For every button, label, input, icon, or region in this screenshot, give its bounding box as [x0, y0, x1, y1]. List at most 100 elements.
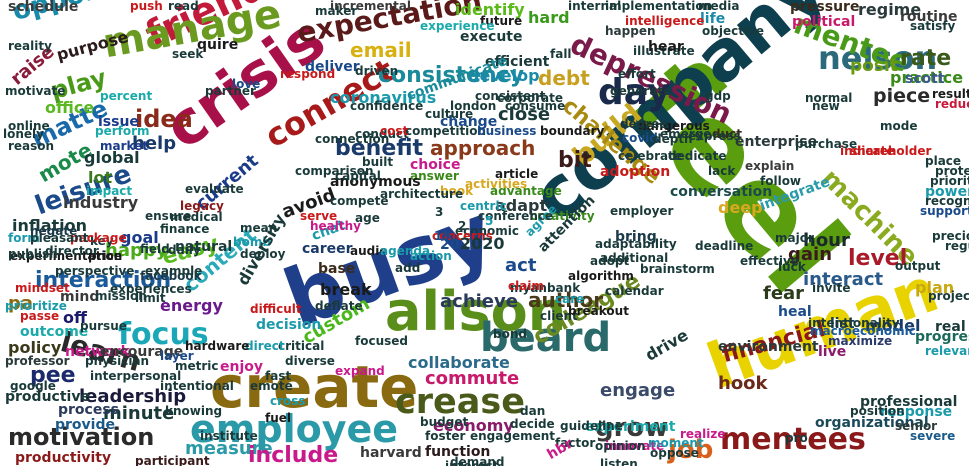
cloud-word-book: book [440, 184, 474, 198]
cloud-word-mean: mean [240, 221, 278, 235]
cloud-word-pursue: pursue [80, 319, 127, 333]
cloud-word-physician: physician [85, 354, 150, 368]
cloud-word-interpersonal: interpersonal [90, 369, 182, 383]
cloud-word-crease: crease [395, 382, 525, 422]
cloud-word-generate: generate [610, 84, 672, 98]
cloud-word-architecture: architecture [380, 187, 464, 201]
cloud-word-heal: heal [778, 304, 812, 320]
cloud-word-diverse: diverse [285, 354, 335, 368]
cloud-word-google: google [10, 379, 56, 393]
cloud-word-demand: demand [450, 455, 505, 466]
cloud-word-lonely: lonely [3, 127, 44, 141]
cloud-word-schedule: schedule [8, 0, 79, 15]
cloud-word-regular: regular [945, 239, 969, 253]
cloud-word-lack: lack [708, 164, 736, 178]
cloud-word-list: list [830, 316, 855, 332]
cloud-word-fast: fast [265, 369, 292, 383]
cloud-word-life: life [700, 11, 726, 27]
cloud-word-director: director [45, 244, 99, 258]
cloud-word-model: model [865, 316, 921, 335]
cloud-word-position: position [850, 404, 905, 418]
cloud-word-perform: perform [95, 124, 150, 138]
cloud-word-critical: critical [278, 339, 325, 353]
cloud-word-algorithm: algorithm [568, 269, 634, 283]
cloud-word-routine: routine [900, 9, 958, 25]
cloud-word-real: real [935, 319, 966, 335]
cloud-word-include: include [248, 443, 339, 466]
cloud-word-lot: lot [88, 168, 113, 187]
cloud-word-20: 20 [440, 237, 460, 253]
cloud-word-reduce: reduce [935, 97, 969, 111]
cloud-word-creativity: creativity [530, 209, 595, 223]
cloud-word-healthy: healthy [310, 219, 361, 233]
cloud-word-commute: commute [425, 368, 520, 389]
cloud-word-pee: pee [30, 363, 76, 388]
cloud-word-celebrate: celebrate [618, 149, 682, 163]
cloud-word-conversation: conversation [670, 184, 773, 200]
cloud-word-deliver: deliver [305, 59, 360, 75]
cloud-word-bit: bit [558, 148, 592, 173]
cloud-word-hear: hear [648, 39, 684, 55]
cloud-word-motivation: motivation [8, 423, 155, 451]
cloud-word-package: package [70, 231, 127, 245]
cloud-word-recognize: recognize [925, 194, 969, 208]
cloud-word-seek: seek [172, 47, 204, 61]
cloud-word-advantage: advantage [490, 184, 562, 198]
cloud-word-energy: energy [160, 296, 223, 315]
cloud-word-major: major [775, 231, 814, 245]
cloud-word-productive: productive [5, 389, 90, 405]
cloud-word-protect: protect [935, 164, 969, 178]
cloud-word-change: change [440, 114, 498, 130]
cloud-word-evaluate: evaluate [185, 182, 244, 196]
cloud-word-piece: piece [873, 85, 931, 107]
cloud-word-global: global [84, 148, 140, 167]
cloud-word-mode: mode [880, 119, 918, 133]
cloud-word-off: off [63, 308, 87, 327]
cloud-word-relevant: relevant [925, 344, 969, 358]
cloud-word-duct: duct [712, 127, 742, 141]
cloud-word-passe: passe [20, 309, 60, 323]
cloud-word-enjoy: enjoy [220, 359, 264, 375]
cloud-word-employee: employee [190, 407, 399, 451]
cloud-word-claim: claim [508, 279, 544, 293]
cloud-word-foster: foster [425, 429, 466, 443]
cloud-word-participant: participant [135, 454, 210, 466]
cloud-word-employer: employer [610, 204, 674, 218]
cloud-word-regime: regime [858, 0, 922, 19]
cloud-word-illustrate: illustrate [633, 44, 695, 58]
cloud-word-natural: natural [175, 239, 233, 255]
cloud-word-hour: hour [803, 230, 850, 251]
cloud-word-conduct: conduct [355, 127, 409, 141]
cloud-word-plan: plan [915, 278, 955, 297]
cloud-word-prioritize: prioritize [5, 299, 67, 313]
cloud-word-live: live [818, 344, 847, 360]
cloud-word-nelson: nelson [818, 39, 938, 77]
cloud-word-project: project [928, 289, 969, 303]
cloud-word-level: level [848, 246, 908, 271]
cloud-word-anonymous: anonymous [330, 174, 421, 190]
cloud-word-approach: approach [430, 136, 536, 160]
cloud-word-field: field [140, 242, 170, 256]
cloud-word-objective: objective [702, 24, 765, 38]
cloud-word-factor: factor [555, 436, 596, 450]
cloud-word-economy: economy [433, 416, 514, 435]
cloud-word-organizational: organizational [815, 415, 929, 431]
cloud-word-ensure: ensure [145, 209, 192, 223]
cloud-word-article: article [495, 167, 539, 181]
cloud-word-5: 5 [485, 214, 494, 228]
cloud-word-reason: reason [8, 139, 55, 153]
cloud-word-intentionality: intentionality [808, 316, 900, 330]
cloud-word-culture: culture [425, 107, 474, 121]
cloud-word-experiment: experiment [585, 419, 676, 435]
cloud-word-place: place [925, 154, 962, 168]
cloud-word-identify: identify [455, 0, 525, 19]
cloud-word-serve: serve [300, 209, 338, 223]
cloud-word-process: process [58, 402, 120, 418]
cloud-word-minute: minute [103, 403, 175, 424]
cloud-word-cost: cost [380, 124, 409, 138]
cloud-word-intentional: intentional [160, 379, 234, 393]
cloud-word-respond: respond [280, 67, 336, 81]
cloud-word-express: express [688, 129, 741, 143]
cloud-word-interest: interest [445, 459, 499, 466]
cloud-word-key: key [90, 234, 114, 248]
